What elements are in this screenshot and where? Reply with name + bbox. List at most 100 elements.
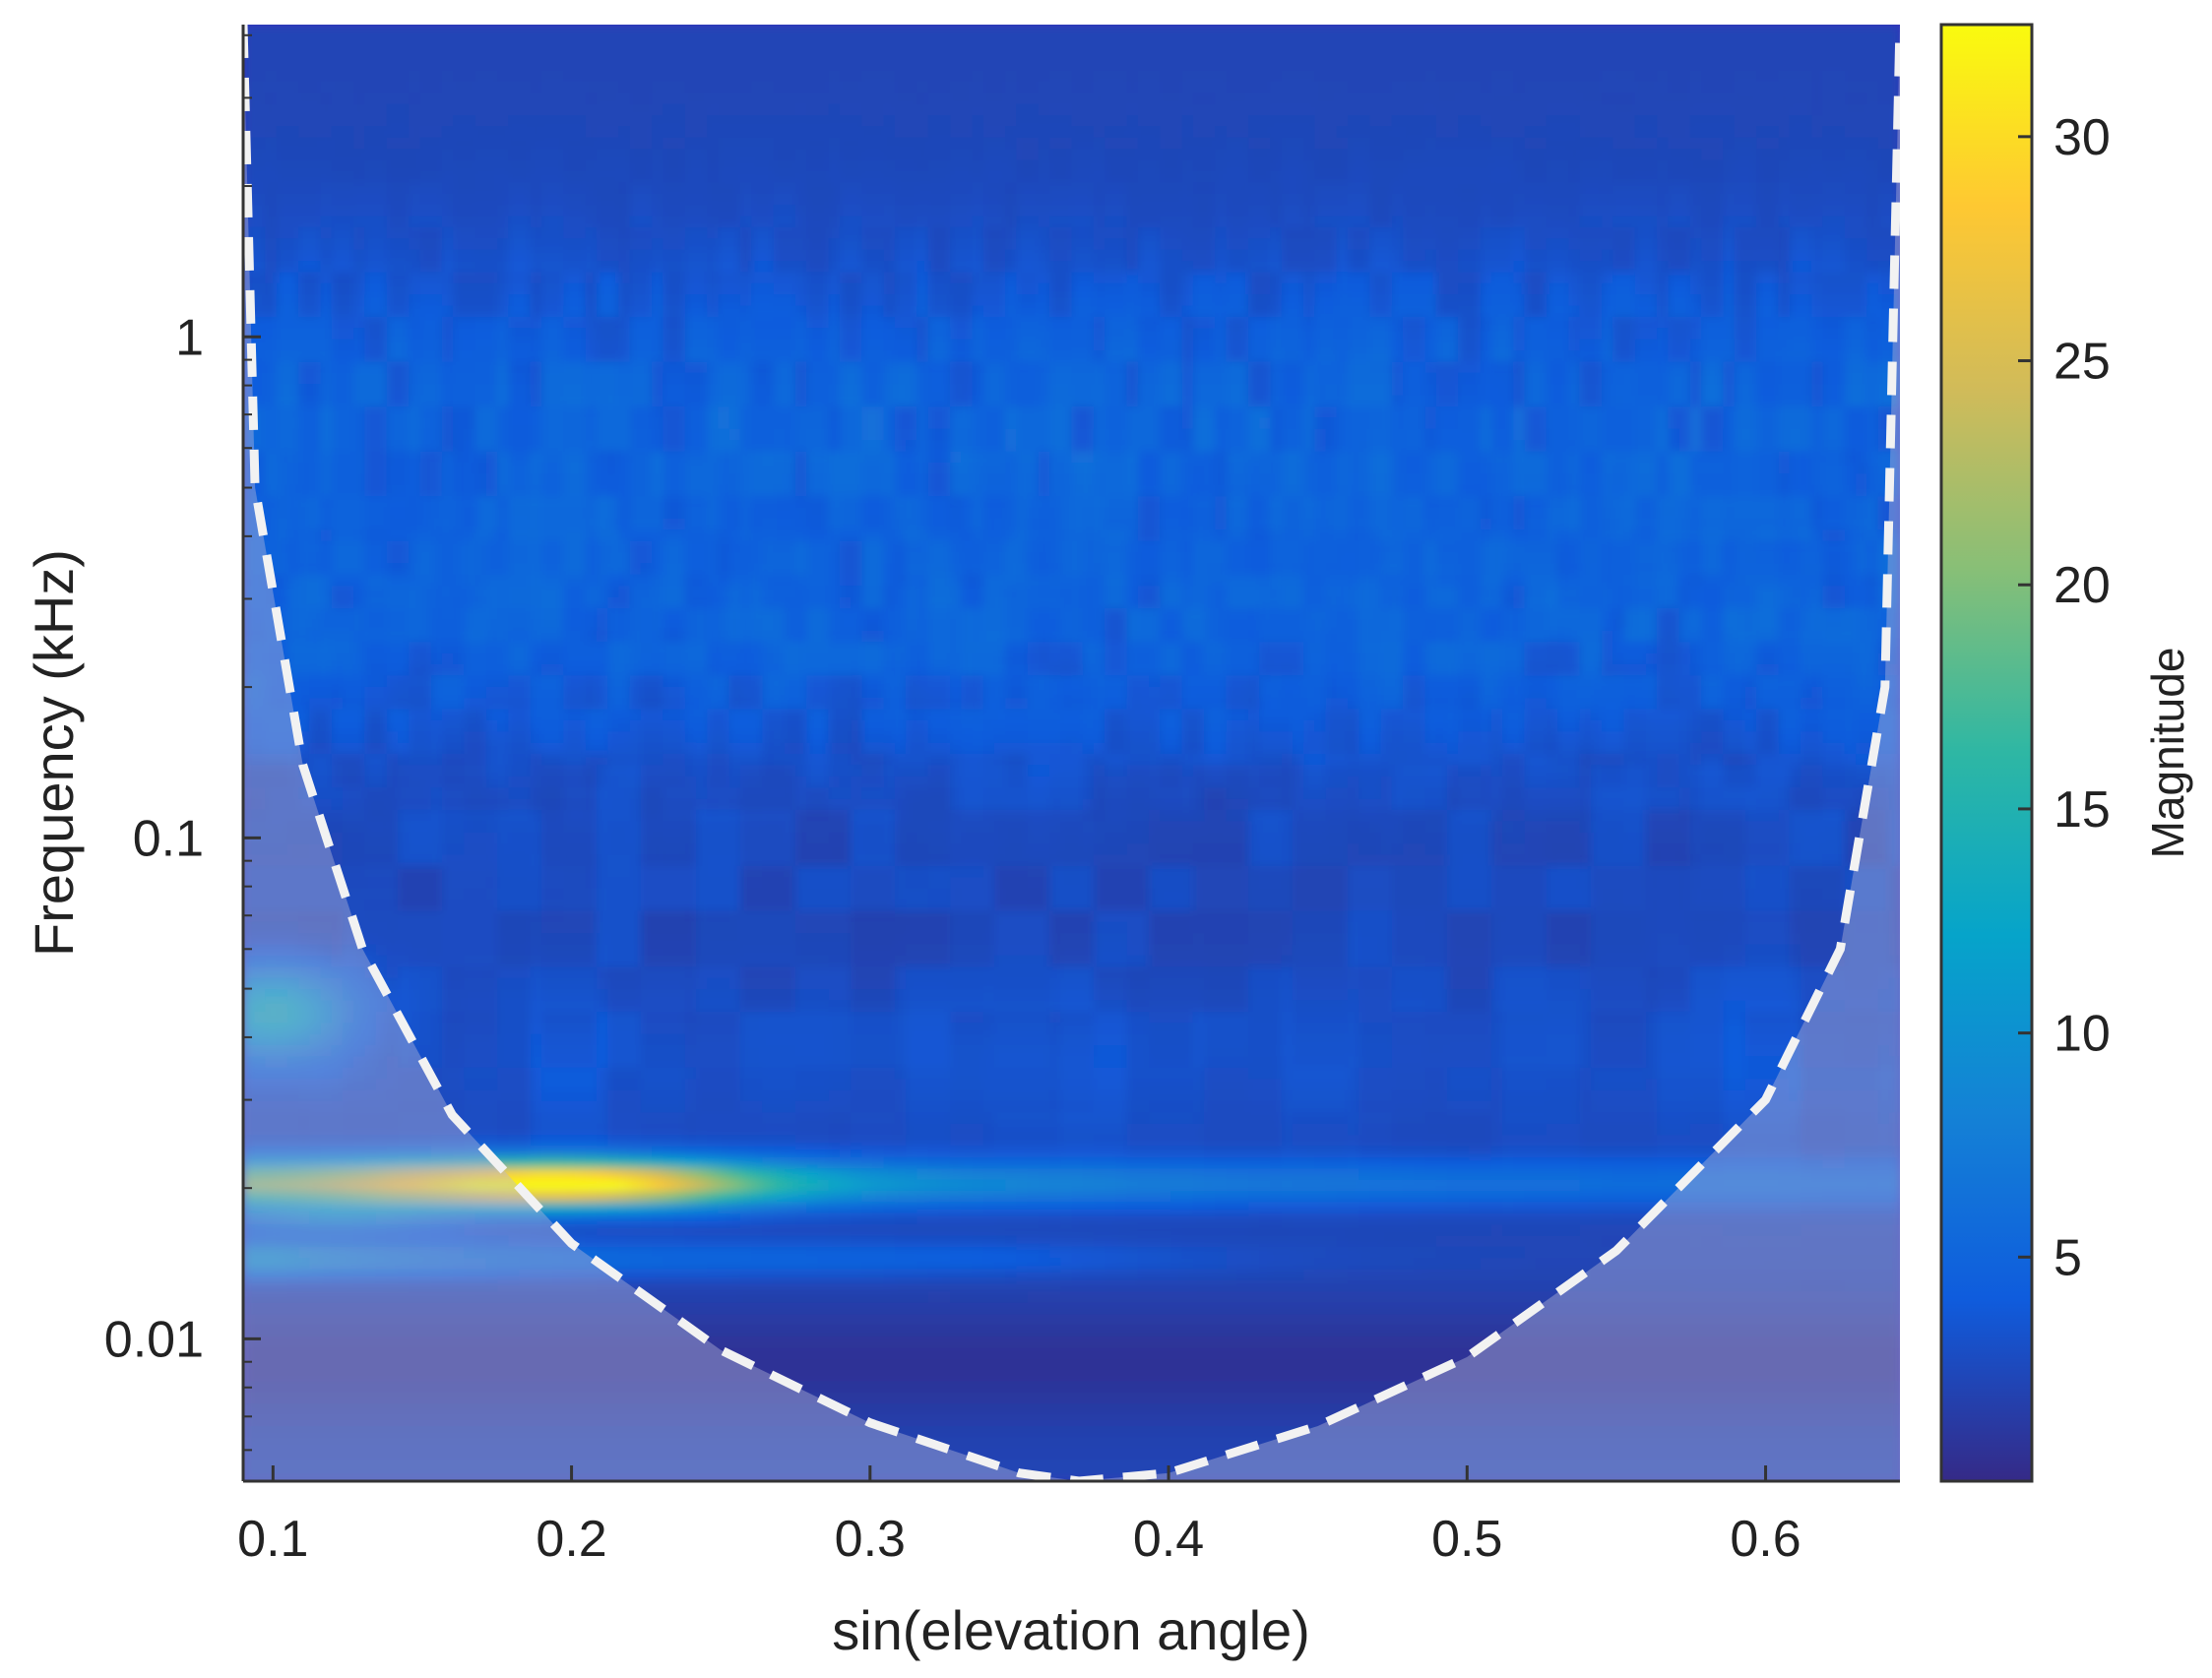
heatmap-cell	[1016, 1413, 1029, 1427]
heatmap-cell	[1888, 1459, 1900, 1471]
heatmap-cell	[1060, 1469, 1073, 1481]
heatmap-cell	[982, 1190, 995, 1203]
heatmap-cell	[1369, 1357, 1382, 1371]
heatmap-cell	[872, 1447, 885, 1460]
heatmap-cell	[1137, 1245, 1151, 1259]
heatmap-cell	[972, 1145, 984, 1157]
heatmap-cell	[1424, 1469, 1437, 1481]
heatmap-cell	[1005, 1357, 1018, 1371]
heatmap-cell	[1038, 1167, 1051, 1180]
heatmap-cell	[762, 1436, 775, 1449]
heatmap-cell	[1490, 1469, 1504, 1481]
heatmap-cell	[851, 1134, 863, 1147]
heatmap-cell	[1369, 1290, 1382, 1303]
heatmap-cell	[1248, 1346, 1261, 1359]
heatmap-cell	[950, 1313, 963, 1326]
heatmap-cell	[972, 1201, 984, 1213]
heatmap-cell	[828, 1268, 841, 1281]
heatmap-cell	[585, 1459, 599, 1471]
heatmap-cell	[773, 1301, 786, 1315]
heatmap-cell	[861, 1425, 874, 1438]
heatmap-cell	[1612, 1425, 1625, 1438]
heatmap-cell	[1215, 1279, 1228, 1292]
heatmap-cell	[1435, 1201, 1448, 1213]
heatmap-cell	[1259, 1346, 1272, 1359]
heatmap-cell	[1314, 1111, 1327, 1124]
heatmap-cell	[1336, 1447, 1349, 1460]
heatmap-cell	[552, 1469, 565, 1481]
heatmap-cell	[1281, 1447, 1294, 1460]
heatmap-cell	[1469, 1134, 1482, 1147]
heatmap-cell	[707, 1257, 720, 1270]
heatmap-cell	[1270, 1212, 1283, 1225]
heatmap-cell	[320, 1413, 333, 1427]
heatmap-cell	[1082, 1167, 1095, 1180]
heatmap-cell	[739, 1313, 753, 1326]
heatmap-cell	[1005, 1447, 1018, 1460]
heatmap-cell	[1105, 1324, 1117, 1336]
heatmap-cell	[1192, 1369, 1206, 1382]
heatmap-cell	[1314, 1459, 1327, 1471]
heatmap-cell	[1811, 1447, 1824, 1460]
heatmap-cell	[1480, 1212, 1492, 1225]
heatmap-cell	[1016, 1380, 1029, 1393]
heatmap-cell	[1259, 1301, 1272, 1315]
heatmap-cell	[1215, 1122, 1228, 1136]
heatmap-cell	[1038, 1178, 1051, 1191]
heatmap-cell	[1181, 1436, 1194, 1449]
heatmap-cell	[1546, 1425, 1559, 1438]
heatmap-cell	[607, 1436, 620, 1449]
heatmap-cell	[1226, 1134, 1238, 1147]
heatmap-cell	[1126, 1155, 1139, 1169]
heatmap-cell	[707, 1245, 720, 1259]
heatmap-cell	[1689, 1459, 1703, 1471]
heatmap-cell	[1480, 1469, 1492, 1481]
heatmap-cell	[762, 1155, 775, 1169]
heatmap-cell	[618, 1122, 631, 1136]
heatmap-cell	[1016, 1324, 1029, 1336]
heatmap-cell	[1204, 1212, 1217, 1225]
heatmap-cell	[1602, 1167, 1614, 1180]
heatmap-cell	[751, 1201, 764, 1213]
heatmap-cell	[1634, 1201, 1647, 1213]
heatmap-cell	[320, 1469, 333, 1481]
heatmap-cell	[1348, 1257, 1360, 1270]
heatmap-cell	[972, 1134, 984, 1147]
heatmap-cell	[1259, 1313, 1272, 1326]
heatmap-cell	[1170, 1257, 1183, 1270]
heatmap-cell	[707, 1436, 720, 1449]
heatmap-cell	[1380, 1469, 1393, 1481]
heatmap-cell	[574, 1201, 587, 1213]
heatmap-cell	[640, 1459, 654, 1471]
heatmap-cell	[982, 1134, 995, 1147]
heatmap-cell	[1678, 1459, 1691, 1471]
heatmap-cell	[961, 1425, 974, 1438]
heatmap-cell	[1701, 1447, 1714, 1460]
heatmap-cell	[1082, 1111, 1095, 1124]
heatmap-cell	[1226, 1122, 1238, 1136]
heatmap-cell	[916, 1391, 929, 1404]
heatmap-cell	[817, 1369, 830, 1382]
heatmap-cell	[1590, 1436, 1604, 1449]
heatmap-cell	[1038, 1380, 1051, 1393]
heatmap-cell	[1469, 1290, 1482, 1303]
heatmap-cell	[1149, 1313, 1162, 1326]
heatmap-cell	[1160, 1469, 1172, 1481]
heatmap-cell	[1149, 1111, 1162, 1124]
heatmap-cell	[1192, 1245, 1206, 1259]
heatmap-cell	[938, 1111, 952, 1124]
heatmap-cell	[1645, 1155, 1659, 1169]
heatmap-cell	[1126, 1167, 1139, 1180]
heatmap-cell	[1723, 1447, 1736, 1460]
heatmap-cell	[1568, 1469, 1581, 1481]
heatmap-cell	[1149, 1357, 1162, 1371]
heatmap-cell	[1348, 1245, 1360, 1259]
heatmap-cell	[1359, 1145, 1371, 1157]
heatmap-cell	[1314, 1380, 1327, 1393]
heatmap-cell	[1149, 1279, 1162, 1292]
heatmap-cell	[1115, 1155, 1128, 1169]
heatmap-cell	[474, 1099, 487, 1113]
heatmap-cell	[574, 1111, 587, 1124]
heatmap-cell	[1524, 1122, 1537, 1136]
heatmap-cell	[1270, 1290, 1283, 1303]
